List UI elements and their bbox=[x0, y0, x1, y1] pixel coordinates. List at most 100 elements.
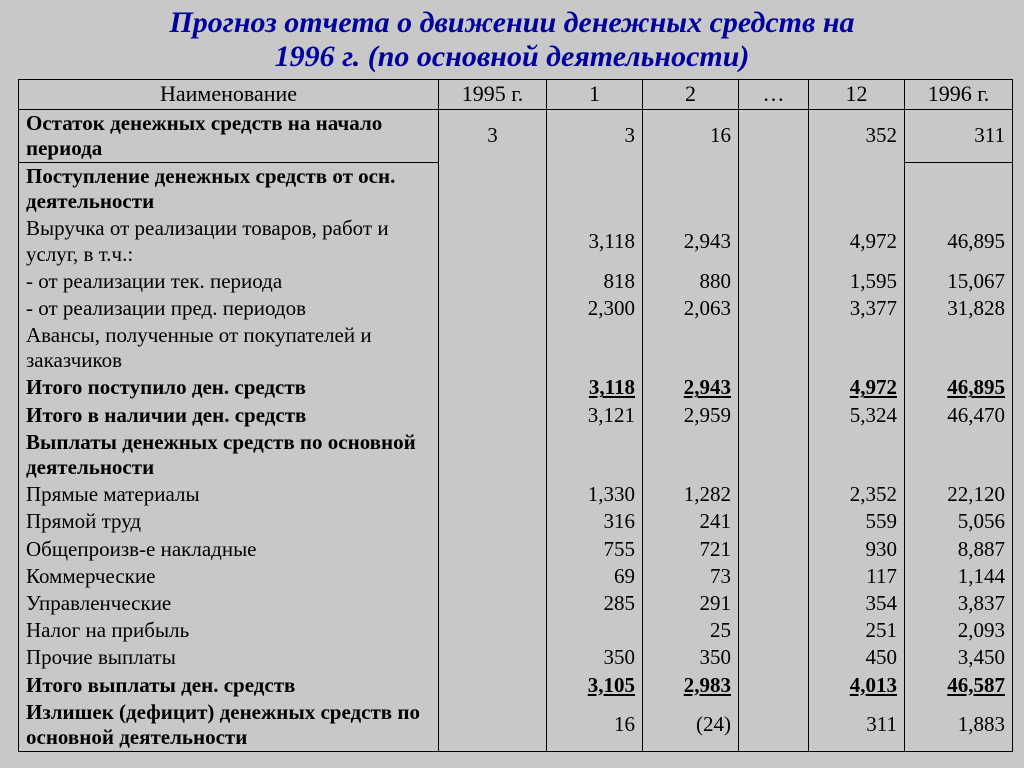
labor-m1: 316 bbox=[547, 508, 643, 535]
total-out-m1: 3,105 bbox=[547, 672, 643, 699]
tax-m12: 251 bbox=[809, 617, 905, 644]
row-inflow-hdr: Поступление денежных средств от осн. дея… bbox=[19, 162, 1013, 215]
opening-m1: 3 bbox=[547, 109, 643, 162]
row-total-avail: Итого в наличии ден. средств 3,121 2,959… bbox=[19, 402, 1013, 429]
table-header-row: Наименование 1995 г. 1 2 … 12 1996 г. bbox=[19, 80, 1013, 109]
row-advances: Авансы, полученные от покупателей и зака… bbox=[19, 322, 1013, 374]
rev-prev-label: - от реализации пред. периодов bbox=[19, 295, 439, 322]
revenue-m2: 2,943 bbox=[643, 215, 739, 267]
revenue-m12: 4,972 bbox=[809, 215, 905, 267]
rev-prev-1996: 31,828 bbox=[905, 295, 1013, 322]
opening-m2: 16 bbox=[643, 109, 739, 162]
tax-1996: 2,093 bbox=[905, 617, 1013, 644]
rev-prev-m2: 2,063 bbox=[643, 295, 739, 322]
col-name: Наименование bbox=[19, 80, 439, 109]
total-out-m12: 4,013 bbox=[809, 672, 905, 699]
row-commercial: Коммерческие 69 73 117 1,144 bbox=[19, 563, 1013, 590]
surplus-m12: 311 bbox=[809, 699, 905, 752]
col-m2: 2 bbox=[643, 80, 739, 109]
rev-prev-m1: 2,300 bbox=[547, 295, 643, 322]
tax-label: Налог на прибыль bbox=[19, 617, 439, 644]
total-avail-label: Итого в наличии ден. средств bbox=[19, 402, 439, 429]
row-tax: Налог на прибыль 25 251 2,093 bbox=[19, 617, 1013, 644]
admin-m12: 354 bbox=[809, 590, 905, 617]
total-avail-m2: 2,959 bbox=[643, 402, 739, 429]
labor-m12: 559 bbox=[809, 508, 905, 535]
opening-m12: 352 bbox=[809, 109, 905, 162]
opening-1995: 3 bbox=[439, 109, 547, 162]
total-out-m2: 2,983 bbox=[643, 672, 739, 699]
total-out-1996: 46,587 bbox=[905, 672, 1013, 699]
overhead-label: Общепроизв-е накладные bbox=[19, 536, 439, 563]
total-avail-m1: 3,121 bbox=[547, 402, 643, 429]
row-opening: Остаток денежных средств на начало перио… bbox=[19, 109, 1013, 162]
labor-1996: 5,056 bbox=[905, 508, 1013, 535]
overhead-1996: 8,887 bbox=[905, 536, 1013, 563]
opening-label: Остаток денежных средств на начало перио… bbox=[19, 109, 439, 162]
tax-m2: 25 bbox=[643, 617, 739, 644]
total-avail-m12: 5,324 bbox=[809, 402, 905, 429]
labor-m2: 241 bbox=[643, 508, 739, 535]
page-title: Прогноз отчета о движении денежных средс… bbox=[18, 6, 1006, 73]
rev-current-m12: 1,595 bbox=[809, 268, 905, 295]
commercial-m2: 73 bbox=[643, 563, 739, 590]
rev-current-label: - от реализации тек. периода bbox=[19, 268, 439, 295]
col-m12: 12 bbox=[809, 80, 905, 109]
total-in-1996: 46,895 bbox=[905, 374, 1013, 401]
other-pay-1996: 3,450 bbox=[905, 644, 1013, 671]
surplus-label: Излишек (дефицит) денежных средств по ос… bbox=[19, 699, 439, 752]
rev-prev-m12: 3,377 bbox=[809, 295, 905, 322]
row-rev-current: - от реализации тек. периода 818 880 1,5… bbox=[19, 268, 1013, 295]
row-total-in: Итого поступило ден. средств 3,118 2,943… bbox=[19, 374, 1013, 401]
row-rev-prev: - от реализации пред. периодов 2,300 2,0… bbox=[19, 295, 1013, 322]
other-pay-label: Прочие выплаты bbox=[19, 644, 439, 671]
admin-m1: 285 bbox=[547, 590, 643, 617]
admin-m2: 291 bbox=[643, 590, 739, 617]
commercial-1996: 1,144 bbox=[905, 563, 1013, 590]
materials-m12: 2,352 bbox=[809, 481, 905, 508]
surplus-m1: 16 bbox=[547, 699, 643, 752]
total-in-m12: 4,972 bbox=[809, 374, 905, 401]
rev-current-1996: 15,067 bbox=[905, 268, 1013, 295]
admin-label: Управленческие bbox=[19, 590, 439, 617]
row-revenue: Выручка от реализации товаров, работ и у… bbox=[19, 215, 1013, 267]
col-m1: 1 bbox=[547, 80, 643, 109]
row-surplus: Излишек (дефицит) денежных средств по ос… bbox=[19, 699, 1013, 752]
title-line-2: 1996 г. (по основной деятельности) bbox=[275, 40, 750, 73]
materials-m1: 1,330 bbox=[547, 481, 643, 508]
rev-current-m2: 880 bbox=[643, 268, 739, 295]
outflow-hdr-label: Выплаты денежных средств по основной дея… bbox=[19, 429, 439, 481]
col-1996: 1996 г. bbox=[905, 80, 1013, 109]
inflow-hdr-label: Поступление денежных средств от осн. дея… bbox=[19, 162, 439, 215]
total-avail-1996: 46,470 bbox=[905, 402, 1013, 429]
materials-label: Прямые материалы bbox=[19, 481, 439, 508]
opening-1996: 311 bbox=[905, 109, 1013, 162]
col-1995: 1995 г. bbox=[439, 80, 547, 109]
cash-flow-table: Наименование 1995 г. 1 2 … 12 1996 г. Ос… bbox=[18, 79, 1013, 752]
row-overhead: Общепроизв-е накладные 755 721 930 8,887 bbox=[19, 536, 1013, 563]
row-materials: Прямые материалы 1,330 1,282 2,352 22,12… bbox=[19, 481, 1013, 508]
surplus-1996: 1,883 bbox=[905, 699, 1013, 752]
commercial-m12: 117 bbox=[809, 563, 905, 590]
overhead-m1: 755 bbox=[547, 536, 643, 563]
revenue-1996: 46,895 bbox=[905, 215, 1013, 267]
other-pay-m12: 450 bbox=[809, 644, 905, 671]
revenue-m1: 3,118 bbox=[547, 215, 643, 267]
total-in-m1: 3,118 bbox=[547, 374, 643, 401]
row-total-out: Итого выплаты ден. средств 3,105 2,983 4… bbox=[19, 672, 1013, 699]
row-other-pay: Прочие выплаты 350 350 450 3,450 bbox=[19, 644, 1013, 671]
overhead-m2: 721 bbox=[643, 536, 739, 563]
materials-1996: 22,120 bbox=[905, 481, 1013, 508]
advances-label: Авансы, полученные от покупателей и зака… bbox=[19, 322, 439, 374]
col-dots: … bbox=[739, 80, 809, 109]
row-outflow-hdr: Выплаты денежных средств по основной дея… bbox=[19, 429, 1013, 481]
materials-m2: 1,282 bbox=[643, 481, 739, 508]
title-line-1: Прогноз отчета о движении денежных средс… bbox=[169, 6, 854, 39]
surplus-m2: (24) bbox=[643, 699, 739, 752]
labor-label: Прямой труд bbox=[19, 508, 439, 535]
row-admin: Управленческие 285 291 354 3,837 bbox=[19, 590, 1013, 617]
total-in-m2: 2,943 bbox=[643, 374, 739, 401]
total-in-label: Итого поступило ден. средств bbox=[19, 374, 439, 401]
other-pay-m1: 350 bbox=[547, 644, 643, 671]
other-pay-m2: 350 bbox=[643, 644, 739, 671]
